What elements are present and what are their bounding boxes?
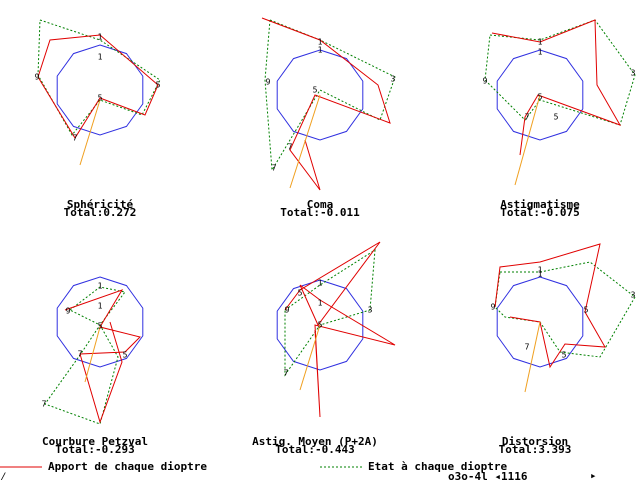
surface-label: 5: [538, 93, 543, 102]
plot-panel: 1 1 5 5 7 9 Sphéricité Total:0.272: [35, 19, 161, 219]
plot-panel: 1 1 5 3 7 9 5 Astigmatisme Total:-0.075: [483, 19, 636, 219]
surface-label: 5: [156, 81, 161, 90]
surface-label: 1: [318, 46, 323, 55]
surface-label: 7: [78, 350, 83, 359]
panel-title: Distorsion: [502, 435, 568, 448]
corner-mark: ⁄_: [0, 470, 14, 480]
surface-label: 5: [562, 351, 567, 360]
panel-total: Total:-0.443: [275, 443, 354, 456]
surface-label: 7: [73, 134, 78, 143]
legend-label: Etat à chaque dioptre: [368, 460, 507, 473]
panel-total: Total:-0.293: [55, 443, 134, 456]
reference-decagon: [56, 276, 144, 368]
reference-decagon: [276, 279, 364, 371]
surface-label: 9: [483, 77, 488, 86]
scroll-arrow[interactable]: ▸: [590, 469, 597, 480]
surface-label: 3: [391, 75, 396, 84]
surface-label: 9: [35, 73, 40, 82]
surface-label: 5: [98, 94, 103, 103]
surface-label: 5: [318, 321, 323, 330]
contribution-line: [494, 243, 606, 369]
total-line: [84, 326, 101, 383]
legend-label: Apport de chaque dioptre: [48, 460, 207, 473]
panel-title: Coma: [307, 198, 334, 211]
contribution-line: [284, 241, 396, 418]
surface-label: 1: [538, 270, 543, 279]
panel-title: Sphéricité: [67, 198, 134, 211]
surface-label: 7: [525, 113, 530, 122]
surface-label: 7: [42, 400, 47, 409]
total-line: [514, 94, 541, 186]
surface-label: 1: [318, 279, 323, 288]
surface-label: 1: [538, 48, 543, 57]
surface-label: 9: [266, 78, 271, 87]
total-line: [299, 324, 321, 391]
plot-panel: 1 1 5 3 7 9 7 Coma Total:-0.011: [261, 17, 396, 219]
surface-label: 9: [66, 307, 71, 316]
surface-label: 1: [538, 38, 543, 47]
reference-decagon: [496, 276, 584, 368]
surface-label: 5: [298, 289, 303, 298]
panel-total: Total:0.272: [64, 206, 137, 219]
surface-label: 1: [98, 53, 103, 62]
surface-label: 1: [318, 38, 323, 47]
reference-decagon: [276, 49, 364, 141]
panel-title: Courbure Petzval: [42, 435, 148, 448]
reference-decagon: [496, 49, 584, 141]
surface-label: 1: [538, 266, 543, 275]
status-text: o3o-4l ◂1116: [448, 470, 528, 480]
surface-label: 3: [631, 69, 636, 78]
surface-label: 7: [288, 143, 293, 152]
contribution-line: [491, 19, 622, 156]
surface-label: 1: [98, 302, 103, 311]
surface-label: 5: [584, 306, 589, 315]
surface-label: 5: [313, 86, 318, 95]
plot-panel: 1 1 9 5 7 5 7 Courbure Petzval Total:-0.…: [42, 276, 148, 456]
panel-total: Total:3.393: [499, 443, 572, 456]
surface-label: 3: [368, 306, 373, 315]
state-line: [37, 19, 161, 136]
total-line: [79, 99, 101, 166]
reference-decagon: [56, 44, 144, 136]
surface-label: 1: [98, 282, 103, 291]
panel-title: Astigmatisme: [500, 198, 580, 211]
total-line: [524, 321, 541, 393]
surface-label: 9: [491, 303, 496, 312]
contribution-line: [261, 17, 391, 191]
surface-label: 7: [284, 369, 289, 378]
plot-panel: 1 1 5 9 3 5 7 Astig. Moyen (P+2A) Total:…: [252, 241, 396, 456]
panel-total: Total:-0.075: [500, 206, 579, 219]
state-line: [264, 19, 396, 172]
surface-label: 3: [631, 291, 636, 300]
surface-label: 9: [285, 306, 290, 315]
panel-total: Total:-0.011: [280, 206, 360, 219]
state-line: [494, 261, 636, 358]
surface-label: 5: [98, 322, 103, 331]
surface-label: 5: [123, 351, 128, 360]
surface-label: 7: [272, 164, 277, 173]
contribution-line: [37, 34, 159, 139]
surface-label: 1: [318, 299, 323, 308]
state-line: [284, 249, 376, 377]
plot-panel: 1 1 5 3 7 9 5 Distorsion Total:3.393: [491, 243, 636, 456]
surface-label: 7: [525, 343, 530, 352]
panel-title: Astig. Moyen (P+2A): [252, 435, 378, 448]
surface-label: 5: [554, 113, 559, 122]
contribution-line: [64, 289, 141, 424]
surface-label: 1: [98, 33, 103, 42]
total-line: [289, 94, 321, 189]
